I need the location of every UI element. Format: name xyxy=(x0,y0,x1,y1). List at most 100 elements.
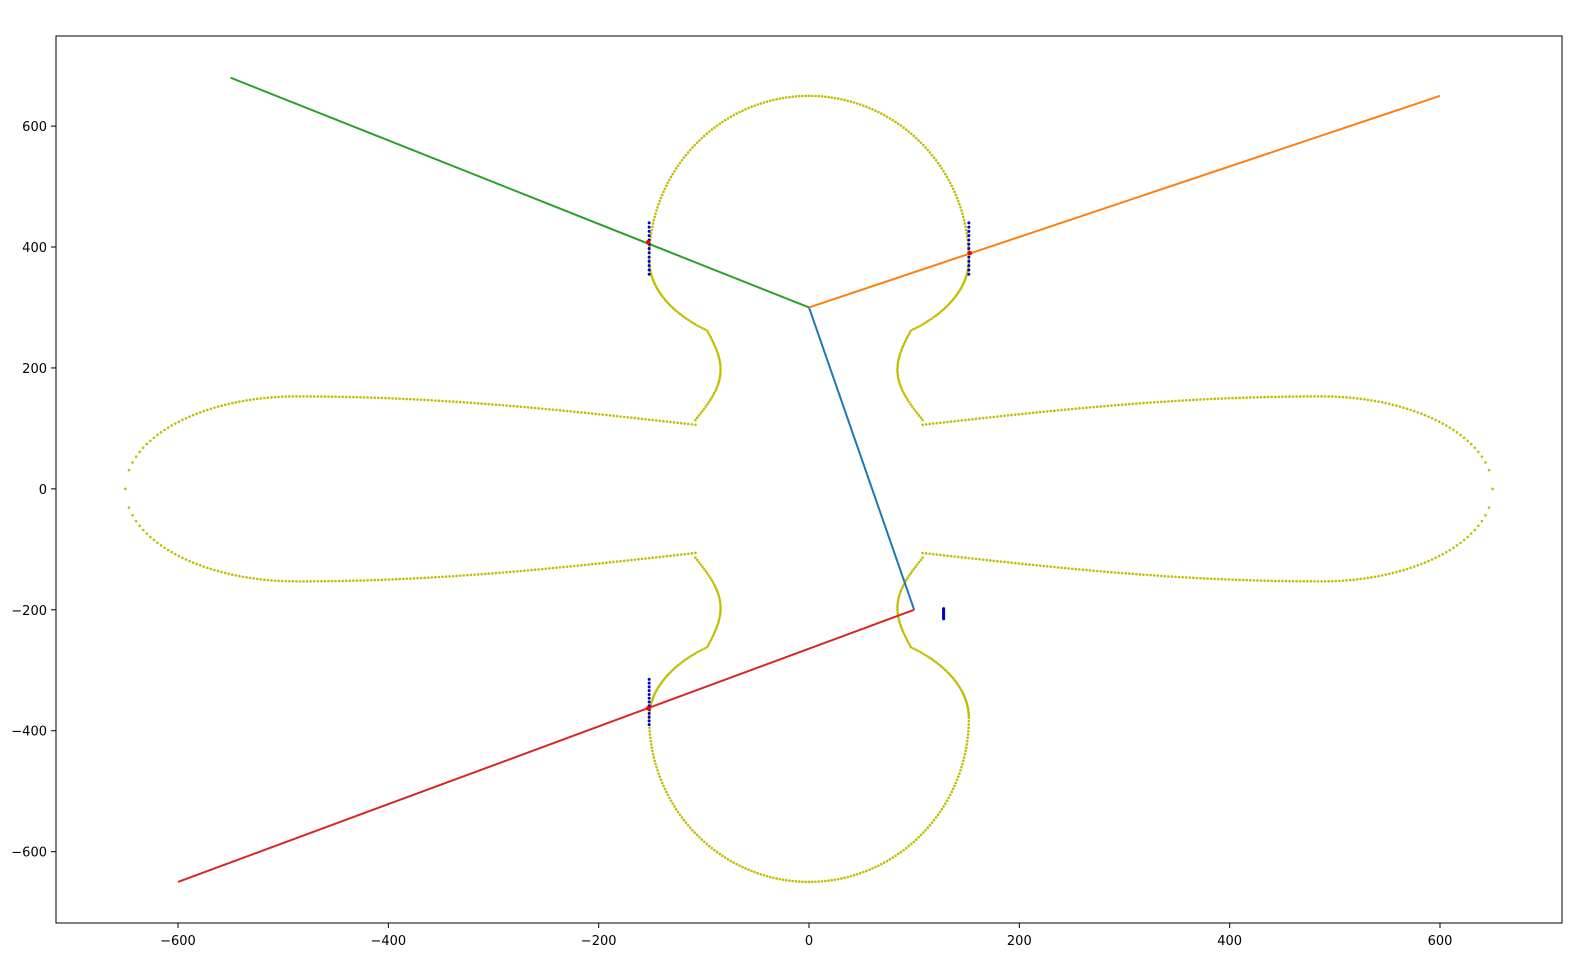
curve-point xyxy=(687,656,690,659)
curve-point xyxy=(960,765,963,769)
curve-point xyxy=(572,410,576,414)
curve-point xyxy=(772,876,775,880)
curve-point xyxy=(1423,413,1427,417)
curve-point xyxy=(675,665,678,668)
curve-point xyxy=(882,113,886,117)
curve-point xyxy=(684,821,688,824)
curve-point xyxy=(721,854,724,858)
curve-point xyxy=(280,579,284,583)
curve-point xyxy=(672,421,676,424)
curve-point xyxy=(352,579,355,582)
curve-point xyxy=(836,877,840,881)
curve-point xyxy=(156,541,159,545)
curve-point xyxy=(950,675,953,678)
curve-point xyxy=(348,395,352,399)
curve-point xyxy=(1238,578,1241,582)
curve-point xyxy=(1124,403,1127,406)
curve-point xyxy=(644,557,647,560)
highlight-point xyxy=(647,711,651,715)
curve-point xyxy=(220,404,223,407)
curve-point xyxy=(981,558,985,561)
curve-point xyxy=(651,225,654,229)
curve-point xyxy=(896,603,899,607)
curve-point xyxy=(696,324,699,327)
curve-point xyxy=(657,772,660,775)
curve-point xyxy=(498,403,501,407)
curve-point xyxy=(455,574,459,578)
curve-point xyxy=(640,557,644,561)
curve-point xyxy=(705,329,709,332)
curve-point xyxy=(852,873,856,877)
curve-point xyxy=(295,395,298,398)
curve-point xyxy=(702,567,706,571)
curve-point xyxy=(533,406,537,410)
curve-point xyxy=(1249,396,1252,399)
curve-point xyxy=(753,104,756,107)
curve-point xyxy=(213,568,216,572)
curve-point xyxy=(1056,566,1060,569)
highlight-point xyxy=(967,234,971,238)
curve-point xyxy=(950,184,953,188)
curve-point xyxy=(355,395,359,399)
highlight-point xyxy=(967,259,971,263)
curve-point xyxy=(1053,565,1056,569)
curve-point xyxy=(255,577,259,581)
curve-point xyxy=(437,575,441,579)
curve-point xyxy=(1427,559,1430,563)
curve-point xyxy=(515,405,519,408)
curve-point xyxy=(907,574,911,577)
curve-point xyxy=(945,670,949,673)
curve-point xyxy=(1138,402,1142,405)
curve-point xyxy=(708,641,711,645)
curve-point xyxy=(988,559,992,562)
curve-point xyxy=(576,564,580,567)
curve-point xyxy=(897,358,900,361)
curve-point xyxy=(673,308,677,311)
curve-point xyxy=(1366,576,1370,580)
curve-point xyxy=(744,867,747,870)
curve-point xyxy=(277,395,280,399)
curve-point xyxy=(1113,403,1117,407)
curve-point xyxy=(862,870,865,874)
curve-point xyxy=(999,560,1003,563)
curve-point xyxy=(1395,570,1398,574)
curve-point xyxy=(944,172,947,176)
curve-point xyxy=(384,396,387,400)
curve-point xyxy=(680,159,684,162)
curve-point xyxy=(817,880,821,883)
curve-point xyxy=(888,117,892,120)
curve-point xyxy=(901,585,904,589)
curve-point xyxy=(718,362,722,366)
curve-point xyxy=(706,572,709,575)
curve-point xyxy=(1473,446,1477,450)
curve-point xyxy=(1444,550,1448,554)
curve-point xyxy=(380,396,384,400)
curve-point xyxy=(956,555,960,559)
curve-point xyxy=(919,416,923,420)
curve-point xyxy=(914,838,918,841)
curve-point xyxy=(355,579,359,582)
curve-point xyxy=(896,601,900,604)
curve-point xyxy=(127,468,131,472)
curve-point xyxy=(213,406,216,409)
curve-point xyxy=(750,105,753,109)
curve-point xyxy=(1452,546,1455,550)
curve-point xyxy=(469,401,473,405)
curve-point xyxy=(1270,395,1274,399)
curve-point xyxy=(312,580,316,583)
curve-point xyxy=(687,318,690,322)
curve-point xyxy=(163,546,166,550)
curve-point xyxy=(601,561,605,565)
curve-point xyxy=(956,775,960,778)
curve-point xyxy=(141,446,145,450)
curve-point xyxy=(898,621,902,624)
curve-point xyxy=(1420,412,1423,416)
curve-point xyxy=(713,126,716,129)
curve-point xyxy=(1010,413,1013,417)
curve-point xyxy=(669,799,673,803)
curve-point xyxy=(1195,398,1199,402)
curve-point xyxy=(1462,436,1466,440)
curve-point xyxy=(707,643,710,647)
curve-point xyxy=(583,411,587,415)
curve-point xyxy=(695,416,699,420)
